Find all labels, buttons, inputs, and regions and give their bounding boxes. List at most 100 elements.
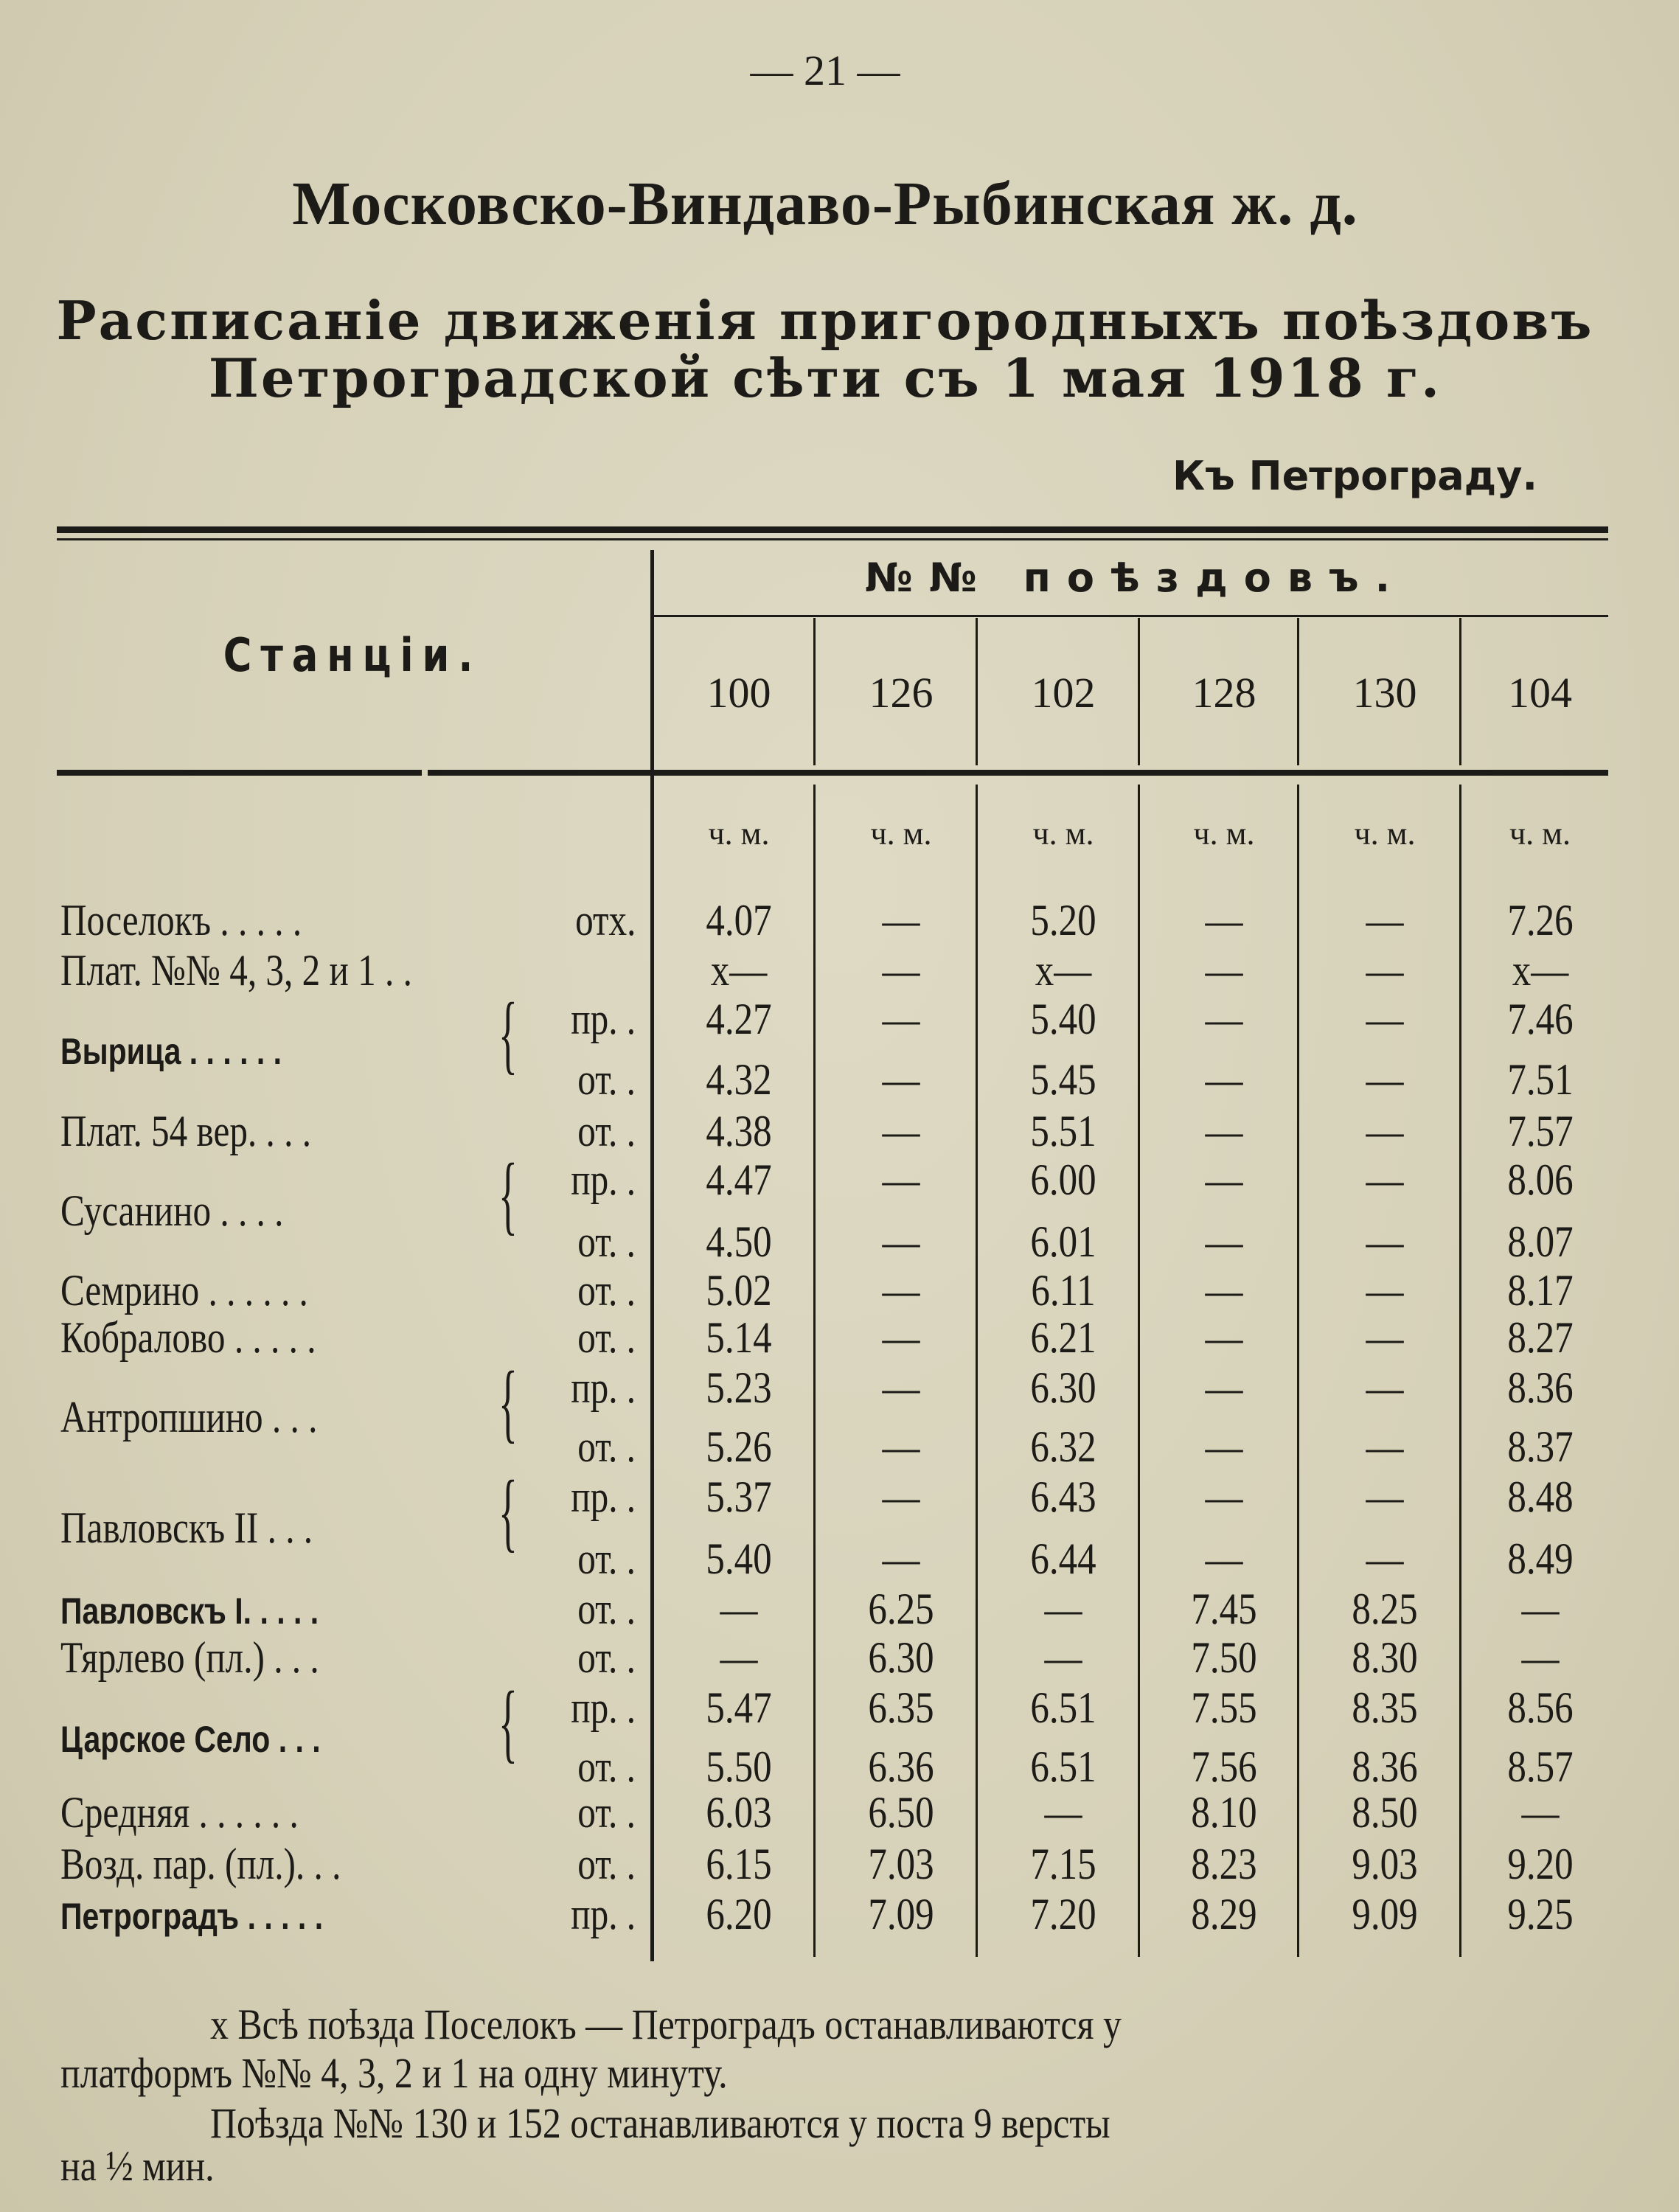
time-cell: — — [1366, 1422, 1404, 1471]
time-cell: — — [1366, 1107, 1404, 1155]
time-cell: 7.45 — [1191, 1585, 1257, 1633]
time-cell: 8.30 — [1352, 1633, 1418, 1682]
station-name: Семрино . . . . . . — [60, 1266, 308, 1315]
station-name: Поселокъ . . . . . — [60, 896, 302, 945]
time-cell: 9.20 — [1506, 1840, 1574, 1888]
brace: { — [498, 1673, 518, 1771]
time-cell: 7.09 — [868, 1890, 934, 1938]
page-number: — 21 — — [750, 46, 900, 94]
top-rule-thin — [57, 538, 1608, 540]
time-cell: 7.57 — [1506, 1107, 1574, 1155]
time-cell: 9.03 — [1352, 1840, 1418, 1888]
time-cell: — — [882, 1055, 920, 1104]
time-cell: — — [882, 1472, 920, 1521]
time-cell: 6.01 — [1030, 1217, 1096, 1266]
time-cell: 4.07 — [706, 896, 772, 945]
stop-type: от. . — [577, 1313, 636, 1362]
time-cell: 8.37 — [1506, 1422, 1574, 1471]
station-name: Тярлево (пл.) . . . — [60, 1633, 319, 1682]
time-cell: 7.46 — [1506, 995, 1574, 1043]
time-cell: — — [1205, 896, 1243, 945]
time-cell: 6.50 — [868, 1788, 934, 1837]
train-column-divider — [1459, 618, 1461, 765]
time-cell: — — [1044, 1788, 1082, 1837]
stop-type: от. . — [577, 1107, 636, 1155]
time-cell: 6.00 — [1030, 1155, 1096, 1204]
stop-type: отх. — [574, 896, 636, 945]
time-cell: — — [720, 1585, 758, 1633]
time-cell: — — [1521, 1585, 1559, 1633]
stop-type: от. . — [577, 1633, 636, 1682]
train-column-divider — [1138, 785, 1140, 1957]
time-cell: — — [1205, 1422, 1243, 1471]
time-cell: 7.50 — [1191, 1633, 1257, 1682]
time-cell: — — [1205, 1313, 1243, 1362]
stop-type: от. . — [577, 1742, 636, 1791]
time-cell: 5.37 — [706, 1472, 772, 1521]
brace: { — [498, 1145, 518, 1243]
time-cell: — — [1205, 1055, 1243, 1104]
header-bottom-rule-right — [428, 770, 1608, 776]
time-cell: — — [1205, 1107, 1243, 1155]
time-cell: — — [1366, 1363, 1404, 1412]
stop-type: пр. . — [571, 1155, 636, 1204]
time-cell: 6.30 — [1030, 1363, 1096, 1412]
time-cell: — — [1366, 1266, 1404, 1315]
stop-type: пр. . — [571, 995, 636, 1043]
station-name: Антропшино . . . — [60, 1393, 318, 1441]
time-cell: 4.38 — [706, 1107, 772, 1155]
time-cell: 8.35 — [1352, 1683, 1418, 1732]
station-name: Сусанино . . . . — [60, 1186, 284, 1235]
time-cell: 7.20 — [1030, 1890, 1096, 1938]
stop-type: пр. . — [571, 1890, 636, 1938]
time-cell: — — [882, 1363, 920, 1412]
time-cell: 6.36 — [868, 1742, 934, 1791]
time-cell: 8.50 — [1352, 1788, 1418, 1837]
brace: { — [498, 1462, 518, 1560]
time-cell: — — [882, 1217, 920, 1266]
time-cell: 7.26 — [1506, 896, 1574, 945]
time-cell: 6.32 — [1030, 1422, 1096, 1471]
time-cell: 5.02 — [706, 1266, 772, 1315]
footnote-line: x Всѣ поѣзда Поселокъ — Петроградъ остан… — [210, 2000, 1122, 2048]
stop-type: от. . — [577, 1788, 636, 1837]
stop-type: от. . — [577, 1217, 636, 1266]
time-cell: 7.51 — [1506, 1055, 1574, 1104]
station-name: Царское Село . . . — [60, 1719, 321, 1760]
time-cell: 7.55 — [1191, 1683, 1257, 1732]
station-name: Плат. №№ 4, 3, 2 и 1 . . — [60, 946, 412, 995]
stop-type: от. . — [577, 1585, 636, 1633]
time-cell: 6.25 — [868, 1585, 934, 1633]
train-column-divider — [976, 618, 978, 765]
time-cell: — — [882, 946, 920, 995]
time-cell: 8.07 — [1506, 1217, 1574, 1266]
top-rule-thick — [57, 526, 1608, 533]
trains-header-rule — [652, 615, 1608, 617]
time-cell: — — [882, 995, 920, 1043]
time-cell: 4.32 — [706, 1055, 772, 1104]
time-cell: — — [1366, 1472, 1404, 1521]
time-cell: 6.21 — [1030, 1313, 1096, 1362]
time-cell: 4.47 — [706, 1155, 772, 1204]
time-cell: — — [1205, 995, 1243, 1043]
stop-type: от. . — [577, 1534, 636, 1583]
time-unit: ч. м. — [1354, 815, 1416, 852]
train-number: 128 — [1192, 669, 1256, 717]
time-cell: 5.20 — [1030, 896, 1096, 945]
time-cell: 8.29 — [1191, 1890, 1257, 1938]
footnote-line: платформъ №№ 4, 3, 2 и 1 на одну минуту. — [60, 2049, 728, 2097]
time-cell: — — [882, 1107, 920, 1155]
time-cell: — — [1205, 1534, 1243, 1583]
time-cell: 6.03 — [706, 1788, 772, 1837]
time-cell: 8.49 — [1506, 1534, 1574, 1583]
time-cell: 7.15 — [1030, 1840, 1096, 1888]
time-cell: — — [882, 1534, 920, 1583]
time-cell: 5.23 — [706, 1363, 772, 1412]
time-cell: 8.57 — [1506, 1742, 1574, 1791]
time-cell: 6.30 — [868, 1633, 934, 1682]
stop-type: от. . — [577, 1840, 636, 1888]
time-unit: ч. м. — [708, 815, 770, 852]
time-cell: 4.50 — [706, 1217, 772, 1266]
time-cell: — — [1205, 1266, 1243, 1315]
train-column-divider — [976, 785, 978, 1957]
